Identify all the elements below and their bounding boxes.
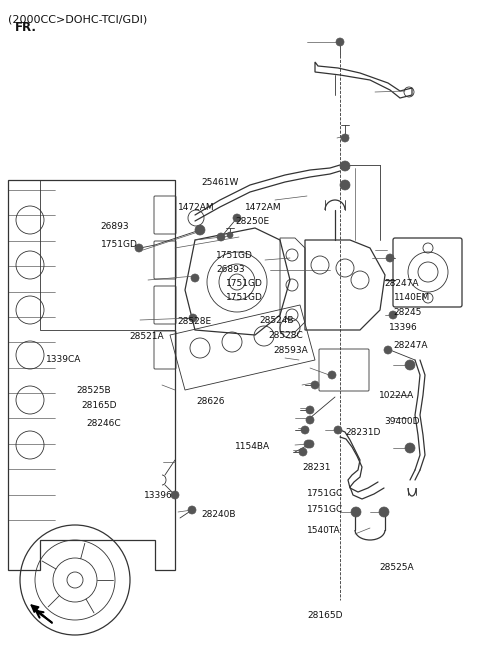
Text: 1751GC: 1751GC — [307, 489, 344, 498]
Circle shape — [306, 416, 314, 424]
Text: FR.: FR. — [14, 21, 36, 34]
Circle shape — [189, 314, 197, 322]
Text: 28525B: 28525B — [77, 386, 111, 395]
Circle shape — [334, 426, 342, 434]
Text: 28231: 28231 — [302, 462, 331, 472]
Text: 28626: 28626 — [197, 397, 225, 406]
Circle shape — [351, 507, 361, 517]
Text: 26893: 26893 — [216, 265, 245, 274]
Text: 1751GD: 1751GD — [226, 293, 263, 302]
Circle shape — [227, 232, 233, 238]
Circle shape — [386, 254, 394, 262]
Circle shape — [304, 440, 312, 448]
Text: 28528C: 28528C — [269, 331, 303, 340]
Text: 1154BA: 1154BA — [235, 441, 270, 451]
Circle shape — [171, 491, 179, 499]
Circle shape — [340, 161, 350, 171]
Circle shape — [301, 426, 309, 434]
Circle shape — [306, 440, 314, 448]
Circle shape — [379, 507, 389, 517]
Text: 28247A: 28247A — [394, 341, 428, 350]
Circle shape — [328, 371, 336, 379]
Text: 1339CA: 1339CA — [46, 355, 81, 364]
Text: 28165D: 28165D — [307, 611, 343, 620]
Text: 1022AA: 1022AA — [379, 391, 414, 400]
Circle shape — [405, 443, 415, 453]
Text: 28245: 28245 — [394, 308, 422, 318]
Text: 1472AM: 1472AM — [178, 203, 214, 212]
Text: 25461W: 25461W — [202, 178, 239, 187]
Circle shape — [195, 225, 205, 235]
Text: 28521A: 28521A — [130, 332, 164, 341]
Circle shape — [340, 180, 350, 190]
Text: 39400D: 39400D — [384, 417, 420, 426]
Text: 28165D: 28165D — [82, 401, 117, 410]
Text: 26893: 26893 — [101, 222, 130, 231]
Circle shape — [188, 506, 196, 514]
Circle shape — [135, 244, 143, 252]
Text: 1751GD: 1751GD — [226, 279, 263, 288]
Circle shape — [306, 406, 314, 414]
Text: 1751GC: 1751GC — [307, 505, 344, 514]
Text: 28525A: 28525A — [379, 563, 414, 572]
Circle shape — [341, 134, 349, 142]
Circle shape — [311, 381, 319, 389]
FancyArrowPatch shape — [31, 605, 52, 623]
Text: 13396: 13396 — [144, 491, 173, 500]
Circle shape — [217, 233, 225, 241]
Text: 28528E: 28528E — [178, 317, 212, 326]
Text: (2000CC>DOHC-TCI/GDI): (2000CC>DOHC-TCI/GDI) — [8, 14, 147, 24]
Circle shape — [191, 274, 199, 282]
Text: 28250E: 28250E — [235, 216, 269, 226]
Text: 28247A: 28247A — [384, 279, 419, 288]
Text: 28246C: 28246C — [86, 419, 121, 428]
Text: 28524B: 28524B — [259, 316, 294, 325]
Circle shape — [233, 214, 241, 222]
Circle shape — [405, 360, 415, 370]
Circle shape — [384, 346, 392, 354]
Circle shape — [389, 311, 397, 319]
Text: 1751GD: 1751GD — [216, 251, 253, 260]
Text: 1751GD: 1751GD — [101, 240, 138, 249]
Text: 1540TA: 1540TA — [307, 525, 341, 535]
Text: 28593A: 28593A — [274, 346, 308, 356]
Text: 28231D: 28231D — [346, 428, 381, 438]
Text: 1140EM: 1140EM — [394, 293, 430, 302]
Text: 28240B: 28240B — [202, 510, 236, 520]
Circle shape — [336, 38, 344, 46]
Text: 1472AM: 1472AM — [245, 203, 281, 212]
Circle shape — [299, 448, 307, 456]
Text: 13396: 13396 — [389, 323, 418, 333]
